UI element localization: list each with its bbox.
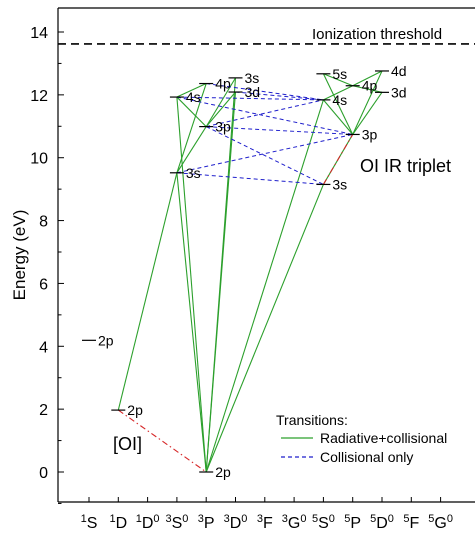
collisional-transition-line bbox=[176, 96, 324, 101]
axes-layer: Ionization threshold 0 2 4 6 8 10 12 14 Energy (e… bbox=[10, 7, 475, 532]
radiative-transition-line bbox=[205, 91, 236, 127]
y-tick-label: 12 bbox=[30, 88, 48, 105]
x-tick-label: 3G0 bbox=[282, 513, 307, 532]
ionization-threshold-label: Ionization threshold bbox=[312, 26, 442, 43]
radiative-transition-line bbox=[176, 172, 207, 473]
energy-level-label: 3d bbox=[245, 84, 261, 100]
radiative-transition-line bbox=[205, 77, 237, 473]
annotations-layer: [OI] OI IR triplet bbox=[113, 156, 451, 454]
energy-level-label: 2p bbox=[98, 332, 114, 348]
y-axis-label: Energy (eV) bbox=[10, 210, 29, 301]
legend-entry-label: Collisional only bbox=[320, 449, 413, 465]
radiative-transition-line bbox=[323, 85, 353, 101]
energy-level-label: 3s bbox=[332, 176, 347, 192]
collisional-transition-line bbox=[205, 126, 324, 185]
radiative-transition-line bbox=[205, 99, 324, 473]
x-tick-label: 3P bbox=[198, 513, 215, 532]
energy-level-label: 3s bbox=[245, 70, 260, 86]
x-tick-label: 5G0 bbox=[428, 513, 453, 532]
energy-level-label: 5s bbox=[332, 66, 347, 82]
legend-entry-label: Radiative+collisional bbox=[320, 430, 447, 446]
x-tick-label: 1D bbox=[109, 513, 127, 532]
radiative-transition-line bbox=[176, 83, 207, 173]
radiative-transition-line bbox=[205, 184, 324, 473]
y-tick-label: 2 bbox=[39, 402, 48, 419]
y-tick-label: 6 bbox=[39, 276, 48, 293]
collisional-transition-line bbox=[176, 133, 353, 174]
energy-level-label: 4s bbox=[332, 92, 347, 108]
y-tick-label: 4 bbox=[39, 339, 48, 356]
radiative-transition-line bbox=[352, 85, 383, 93]
radiative-transition-line bbox=[352, 70, 383, 135]
x-tick-label: 5D0 bbox=[370, 513, 394, 532]
energy-level-label: 4s bbox=[186, 89, 201, 105]
y-tick-label: 0 bbox=[39, 465, 48, 482]
collisional-transition-line bbox=[206, 126, 353, 135]
x-tick-label: 1D0 bbox=[136, 513, 160, 532]
y-tick-label: 14 bbox=[30, 25, 48, 42]
x-tick-label: 5S0 bbox=[312, 513, 335, 532]
y-tick-label: 8 bbox=[39, 214, 48, 231]
radiative-transition-line bbox=[176, 83, 207, 98]
oi-forbidden-annotation: [OI] bbox=[113, 434, 142, 454]
energy-level-label: 3d bbox=[391, 84, 407, 100]
collisional-transition-line bbox=[176, 172, 324, 185]
collisional-transition-line bbox=[235, 91, 324, 101]
x-tick-label: 5P bbox=[344, 513, 361, 532]
energy-level-label: 2p bbox=[127, 402, 143, 418]
forbidden-transition-line bbox=[117, 409, 207, 473]
radiative-transition-line bbox=[322, 99, 354, 135]
radiative-transition-line bbox=[176, 126, 207, 174]
energy-level-label: 4p bbox=[215, 76, 231, 92]
transitions-layer bbox=[117, 70, 383, 473]
energy-level-label: 3p bbox=[362, 126, 378, 142]
energy-level-label: 3s bbox=[186, 165, 201, 181]
ir-triplet-annotation: OI IR triplet bbox=[360, 156, 451, 176]
radiative-transition-line bbox=[176, 97, 207, 473]
radiative-transition-line bbox=[352, 92, 383, 135]
radiative-transition-line bbox=[322, 73, 354, 135]
y-tick-label: 10 bbox=[30, 151, 48, 168]
collisional-transition-line bbox=[206, 83, 324, 101]
radiative-transition-line bbox=[323, 73, 353, 87]
collisional-transition-line bbox=[206, 99, 324, 128]
radiative-transition-line bbox=[176, 96, 207, 127]
energy-level-label: 3p bbox=[215, 119, 231, 135]
legend-title: Transitions: bbox=[276, 412, 348, 428]
collisional-transition-line bbox=[176, 96, 353, 135]
radiative-transition-line bbox=[205, 77, 236, 127]
radiative-transition-line bbox=[352, 70, 383, 87]
x-tick-label: 3D0 bbox=[224, 513, 248, 532]
radiative-transition-line bbox=[117, 172, 178, 411]
energy-level-label: 4d bbox=[391, 63, 407, 79]
x-tick-label: 3S0 bbox=[165, 513, 188, 532]
x-tick-label: 1S bbox=[81, 513, 98, 532]
x-tick-label: 3F bbox=[257, 513, 273, 532]
energy-level-label: 4p bbox=[362, 78, 378, 94]
forbidden-transition-line bbox=[322, 134, 354, 185]
x-tick-label: 5F bbox=[403, 513, 419, 532]
energy-level-label: 2p bbox=[215, 464, 231, 480]
legend: Transitions: Radiative+collisional Collisi… bbox=[276, 412, 447, 465]
